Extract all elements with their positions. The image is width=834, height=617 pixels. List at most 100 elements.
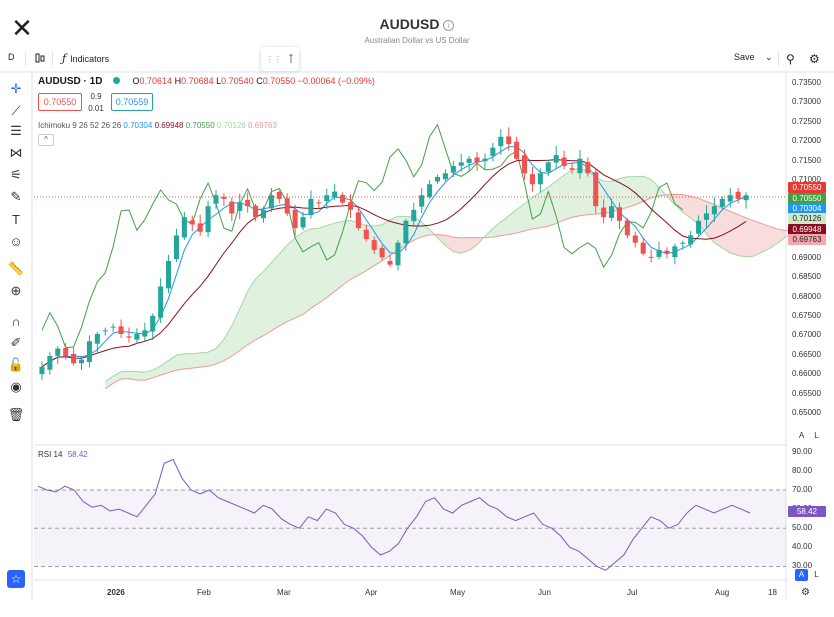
lock-icon[interactable]: 🔓 xyxy=(7,357,25,372)
candle xyxy=(126,327,132,343)
cloud-segment xyxy=(572,168,580,218)
candle xyxy=(150,313,156,341)
info-icon[interactable]: i xyxy=(443,20,455,31)
candle xyxy=(609,198,615,222)
cloud-segment xyxy=(753,220,762,257)
candle xyxy=(727,188,733,208)
cloud-segment xyxy=(192,352,201,369)
cloud-segment xyxy=(690,196,699,225)
zoom-in-icon[interactable]: ⊕ xyxy=(10,283,22,298)
top-bar: ✕ AUDUSD i Australian Dollar vs US Dollar xyxy=(0,0,834,46)
candle xyxy=(616,202,622,230)
candle xyxy=(450,160,456,178)
candle xyxy=(300,211,306,231)
candle xyxy=(245,192,251,213)
brush-icon[interactable]: ✎ xyxy=(10,189,22,204)
rsi-legend[interactable]: RSI 14 58.42 xyxy=(38,450,88,459)
candle xyxy=(427,179,433,200)
candle xyxy=(71,347,77,366)
stay-in-drawing-icon[interactable]: ✐ xyxy=(10,335,22,350)
open-value: 0.70614 xyxy=(139,76,173,86)
collapse-legend-icon[interactable]: ^ xyxy=(38,134,54,146)
auto-scale-button[interactable]: A xyxy=(798,431,805,440)
sell-price-button[interactable]: 0.70550 xyxy=(38,93,82,111)
settings-icon[interactable]: ⚙ xyxy=(801,587,810,598)
rsi-price-tag: 58.42 xyxy=(788,506,826,517)
candle xyxy=(197,214,203,236)
close-icon[interactable]: ✕ xyxy=(11,12,33,43)
price-axis-label: 0.69000 xyxy=(792,252,821,262)
candle xyxy=(545,160,551,177)
cloud-segment xyxy=(231,308,240,357)
time-axis-label: 18 xyxy=(768,588,777,597)
cloud-segment xyxy=(619,176,628,210)
cloud-segment xyxy=(216,339,224,365)
candle xyxy=(719,196,725,211)
candles-icon[interactable] xyxy=(34,52,46,64)
low-label: L xyxy=(216,76,222,86)
cloud-segment xyxy=(556,174,565,224)
emoji-icon[interactable]: ☺ xyxy=(9,233,23,249)
rsi-log-scale-button[interactable]: L xyxy=(814,570,819,579)
buy-price-button[interactable]: 0.70559 xyxy=(111,93,153,111)
settings-icon[interactable]: ⚙ xyxy=(809,52,820,66)
prediction-icon[interactable]: ⚟ xyxy=(10,167,22,182)
candle xyxy=(332,183,338,201)
trash-icon[interactable]: 🗑 xyxy=(7,407,25,422)
price-tag: 0.70304 xyxy=(788,203,826,214)
visibility-icon[interactable]: ◉ xyxy=(10,379,22,394)
cloud-segment xyxy=(350,220,359,280)
interval-button[interactable]: D xyxy=(8,52,15,62)
candle xyxy=(205,200,211,238)
drag-handle-icon[interactable]: ⋮⋮ ⊺ xyxy=(261,47,299,71)
rsi-auto-scale-button[interactable]: A xyxy=(795,569,808,581)
candle xyxy=(648,249,654,263)
ruler-icon[interactable]: 📏 xyxy=(7,261,25,276)
cloud-segment xyxy=(255,271,264,340)
ichimoku-legend[interactable]: Ichimoku 9 26 52 26 26 0.70304 0.69948 0… xyxy=(38,121,277,130)
ohlc-legend: AUDUSD · 1D O0.70614 H0.70684 L0.70540 C… xyxy=(38,76,375,87)
candle xyxy=(434,174,441,184)
save-button[interactable]: Save xyxy=(734,52,755,62)
symbol-title[interactable]: AUDUSD xyxy=(379,16,440,32)
trend-line-icon[interactable]: ⟋ xyxy=(11,103,21,118)
star-icon[interactable]: ☆ xyxy=(7,570,25,588)
candle xyxy=(47,352,53,375)
cloud-segment xyxy=(279,245,288,326)
candle xyxy=(585,157,591,177)
candle xyxy=(672,243,678,265)
candle xyxy=(166,254,172,294)
candle xyxy=(253,203,259,222)
log-scale-button[interactable]: L xyxy=(814,431,819,440)
cloud-segment xyxy=(263,262,272,336)
quick-search-icon[interactable]: ⚲ xyxy=(786,52,795,66)
cloud-segment xyxy=(746,217,754,257)
pattern-icon[interactable]: ⋈ xyxy=(9,145,23,160)
spread-top: 0.9 xyxy=(90,92,102,101)
crosshair-icon[interactable]: ✛ xyxy=(10,81,22,96)
fib-retracement-icon[interactable]: ☰ xyxy=(10,123,22,138)
candle xyxy=(142,322,148,341)
cloud-segment xyxy=(508,209,517,235)
text-icon[interactable]: T xyxy=(12,211,20,227)
legend-symbol[interactable]: AUDUSD · 1D xyxy=(38,76,103,87)
candle xyxy=(308,190,314,219)
cloud-segment xyxy=(342,220,351,286)
lagging-span-line xyxy=(41,123,684,349)
cloud-segment xyxy=(413,217,422,241)
chevron-down-icon[interactable]: ⌄ xyxy=(765,52,773,62)
candle xyxy=(118,319,124,338)
candle xyxy=(696,215,702,238)
cloud-segment xyxy=(643,176,652,202)
cloud-segment xyxy=(461,237,470,254)
span-a-line xyxy=(104,167,810,382)
candle xyxy=(173,228,179,262)
indicators-button[interactable]: ƒ Indicators xyxy=(62,52,109,65)
cloud-segment xyxy=(136,371,145,381)
magnet-icon[interactable]: ∩ xyxy=(11,313,21,329)
cloud-segment xyxy=(532,192,541,229)
candle xyxy=(324,188,330,210)
cloud-segment xyxy=(247,279,256,345)
candle xyxy=(221,193,227,207)
